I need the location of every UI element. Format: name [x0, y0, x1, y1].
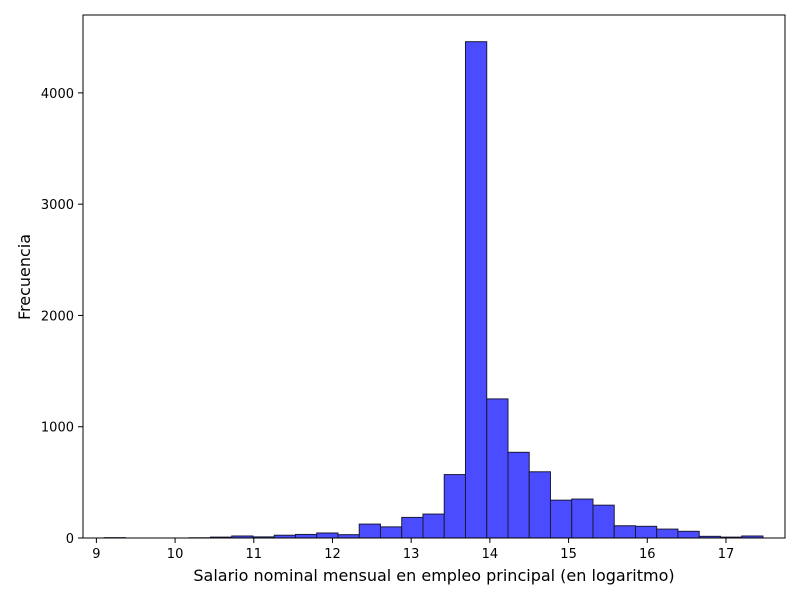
y-tick-label: 4000	[41, 87, 74, 102]
histogram-bar	[465, 42, 486, 538]
histogram-bar	[338, 535, 359, 538]
histogram-bar	[550, 500, 571, 538]
bars-group	[104, 42, 763, 538]
histogram-bar	[402, 517, 423, 538]
x-axis: 9 10 11 12 13 14 15 16 17	[92, 538, 734, 562]
histogram-bar	[359, 524, 380, 538]
histogram-bar	[380, 527, 401, 538]
histogram-bar	[614, 526, 635, 538]
x-tick-label: 13	[403, 547, 420, 562]
histogram-bar	[529, 472, 550, 538]
histogram-bar	[572, 499, 593, 538]
x-tick-label: 9	[92, 547, 100, 562]
y-tick-label: 3000	[41, 198, 74, 213]
y-axis-label: Frecuencia	[15, 234, 34, 320]
histogram-bar	[593, 505, 614, 538]
histogram-bar	[678, 531, 699, 538]
x-tick-label: 15	[560, 547, 577, 562]
y-axis: 0 1000 2000 3000 4000	[41, 87, 83, 547]
histogram-bar	[487, 399, 508, 538]
histogram-bar	[295, 534, 316, 538]
plot-frame	[83, 15, 785, 538]
histogram-bar	[508, 452, 529, 538]
y-tick-label: 2000	[41, 309, 74, 324]
histogram-bar	[635, 526, 656, 538]
x-tick-label: 10	[167, 547, 184, 562]
histogram-bar	[317, 533, 338, 538]
histogram-bar	[657, 529, 678, 538]
histogram-bar	[444, 475, 465, 538]
x-tick-label: 12	[324, 547, 341, 562]
histogram-bar	[423, 514, 444, 538]
x-tick-label: 11	[246, 547, 263, 562]
x-tick-label: 14	[482, 547, 499, 562]
x-tick-label: 17	[718, 547, 735, 562]
x-tick-label: 16	[639, 547, 656, 562]
x-axis-label: Salario nominal mensual en empleo princi…	[193, 566, 674, 585]
y-tick-label: 0	[66, 532, 74, 547]
y-tick-label: 1000	[41, 421, 74, 436]
